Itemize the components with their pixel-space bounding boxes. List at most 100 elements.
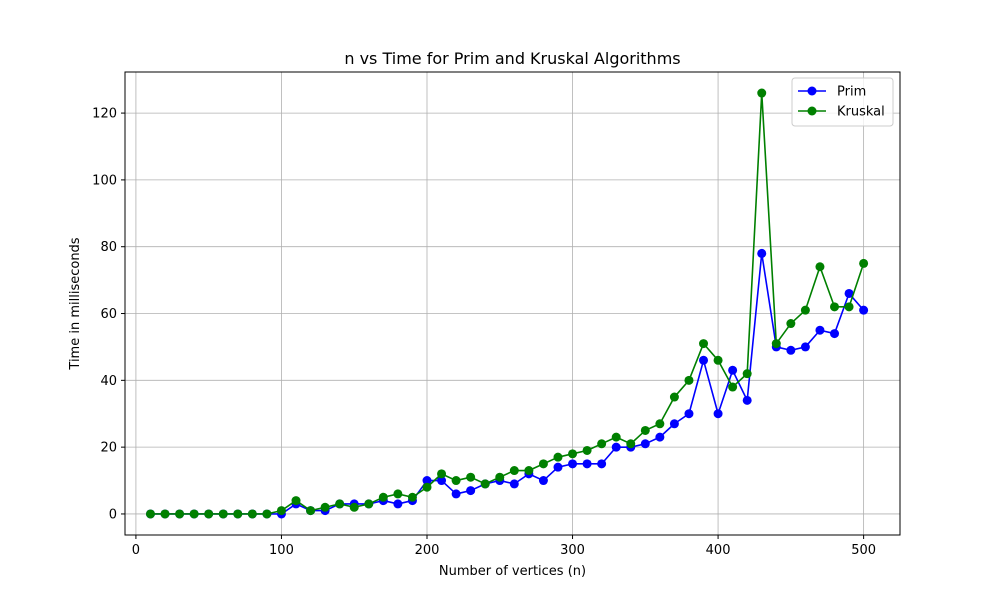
prim-point [742,395,752,405]
prim-point [800,342,810,352]
y-tick-label: 80 [100,240,117,255]
prim-point [393,499,403,509]
kruskal-point [364,499,374,509]
kruskal-point [175,509,185,519]
kruskal-point [349,502,359,512]
kruskal-point [611,432,621,442]
legend-box [791,77,894,127]
kruskal-point [815,262,825,272]
prim-point [611,442,621,452]
kruskal-point [742,369,752,379]
kruskal-point [728,382,738,392]
prim-point [655,432,665,442]
kruskal-point [597,439,607,449]
kruskal-point [189,509,199,519]
plot-frame [124,71,901,536]
kruskal-point [320,502,330,512]
legend-prim-label: Prim [837,85,866,100]
legend-kruskal-marker [807,106,817,116]
prim-point [757,248,767,258]
kruskal-point [844,302,854,312]
prim-point [859,305,869,315]
prim-point [728,365,738,375]
kruskal-point [262,509,272,519]
kruskal-point [306,506,316,516]
prim-point [786,345,796,355]
kruskal-point [699,339,709,349]
legend: Prim Kruskal [791,77,894,127]
kruskal-point [669,392,679,402]
kruskal-point [378,492,388,502]
kruskal-point [859,258,869,268]
kruskal-point [800,305,810,315]
x-tick-label: 400 [706,543,731,558]
kruskal-point [291,496,301,506]
kruskal-point [276,506,286,516]
prim-point [451,489,461,499]
kruskal-point [553,452,563,462]
prim-point [815,325,825,335]
prim-point [568,459,578,469]
prim-point [684,409,694,419]
prim-point [844,288,854,298]
kruskal-point [335,499,345,509]
kruskal-point [771,339,781,349]
kruskal-point [451,476,461,486]
kruskal-point [830,302,840,312]
prim-point [422,476,432,486]
kruskal-point [538,459,548,469]
kruskal-point [524,466,534,476]
x-tick-label: 100 [269,543,294,558]
ticks: 0 100 200 300 400 500 0 20 40 60 80 100 120 [92,107,876,558]
kruskal-point [145,509,155,519]
prim-point [640,439,650,449]
y-tick-label: 40 [100,374,117,389]
kruskal-point [466,472,476,482]
prim-point [699,355,709,365]
kruskal-point [480,479,490,489]
kruskal-point [160,509,170,519]
kruskal-point [713,355,723,365]
legend-prim-marker [807,86,817,96]
kruskal-point [786,319,796,329]
kruskal-point [582,445,592,455]
kruskal-point [233,509,243,519]
prim-point [509,479,519,489]
y-tick-label: 60 [100,307,117,322]
y-axis-label: Time in milliseconds [68,237,83,370]
kruskal-point [509,466,519,476]
legend-kruskal-label: Kruskal [837,105,885,120]
kruskal-point [247,509,257,519]
kruskal-point [393,489,403,499]
y-tick-label: 120 [92,107,117,122]
kruskal-point [640,425,650,435]
kruskal-point [218,509,228,519]
y-tick-label: 100 [92,173,117,188]
kruskal-point [407,492,417,502]
prim-point [597,459,607,469]
kruskal-point [684,375,694,385]
y-tick-label: 0 [109,507,117,522]
x-tick-label: 0 [132,543,140,558]
y-tick-label: 20 [100,441,117,456]
prim-point [437,476,447,486]
prim-point [669,419,679,429]
kruskal-point [495,472,505,482]
prim-point [582,459,592,469]
kruskal-point [568,449,578,459]
prim-point [713,409,723,419]
kruskal-point [626,439,636,449]
prim-point [553,462,563,472]
kruskal-point [422,482,432,492]
x-tick-label: 200 [415,543,440,558]
prim-point [830,329,840,339]
chart-title: n vs Time for Prim and Kruskal Algorithm… [344,49,680,68]
series-group [145,88,869,519]
x-tick-label: 300 [560,543,585,558]
kruskal-series [145,88,869,519]
prim-point [538,476,548,486]
x-tick-label: 500 [851,543,876,558]
kruskal-point [757,88,767,98]
